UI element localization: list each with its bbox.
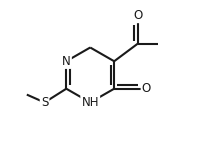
Text: O: O — [142, 82, 151, 95]
Text: N: N — [62, 55, 71, 68]
Text: S: S — [41, 96, 48, 109]
Text: O: O — [133, 9, 143, 22]
Text: NH: NH — [81, 96, 99, 109]
